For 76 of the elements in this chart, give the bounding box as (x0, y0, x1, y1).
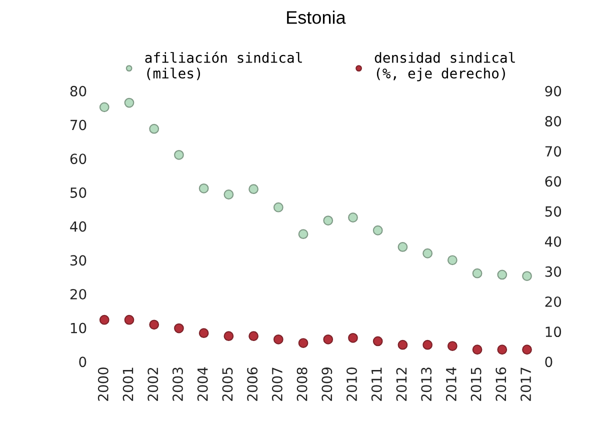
point (248, 184, 258, 194)
y2-tick-label: 70 (545, 146, 562, 157)
y-tick-label: 80 (70, 86, 86, 96)
point (198, 183, 209, 194)
point (348, 212, 358, 222)
x-tick-label: 2006 (247, 367, 258, 401)
point (497, 270, 508, 280)
x-tick-label: 2008 (296, 367, 308, 401)
x-tick-label: 2004 (197, 367, 208, 401)
y2-tick-label: 60 (545, 176, 562, 187)
point (99, 314, 110, 325)
point (224, 190, 234, 200)
point (323, 334, 334, 344)
point (447, 341, 458, 351)
point (124, 314, 134, 325)
point (298, 229, 308, 240)
x-tick-label: 2002 (148, 368, 158, 401)
y2-tick-label: 0 (545, 356, 552, 368)
point (149, 124, 160, 134)
point (348, 332, 358, 343)
y-tick-label: 0 (79, 356, 86, 368)
y2-tick-label: 20 (545, 296, 562, 307)
x-tick-label: 2014 (446, 367, 456, 401)
y2-tick-label: 10 (546, 326, 562, 338)
x-tick-label: 2007 (272, 368, 282, 401)
x-tick-label: 2013 (421, 368, 432, 401)
y2-tick-label: 90 (545, 86, 562, 96)
point (124, 98, 134, 108)
point (174, 323, 184, 334)
x-tick-label: 2005 (222, 368, 233, 401)
y-tick-label: 40 (70, 221, 86, 232)
point (522, 271, 532, 281)
point (273, 202, 284, 212)
x-tick-label: 2000 (98, 367, 108, 401)
point (472, 268, 482, 278)
point (99, 102, 110, 112)
y2-tick-label: 80 (545, 116, 562, 126)
x-tick-label: 2011 (371, 368, 382, 401)
x-tick-label: 2010 (346, 367, 358, 401)
point (174, 150, 184, 160)
point (422, 248, 433, 258)
legend-label: afiliación sindical (miles) (145, 52, 302, 80)
point (149, 320, 160, 330)
x-tick-label: 2015 (470, 368, 482, 401)
point (522, 344, 532, 355)
point (398, 340, 408, 350)
y-tick-label: 20 (70, 288, 86, 300)
y2-tick-label: 40 (544, 236, 562, 247)
point (372, 336, 383, 346)
point (422, 340, 433, 350)
point (447, 255, 458, 266)
x-tick-label: 2001 (122, 368, 134, 401)
point (323, 216, 334, 226)
x-tick-label: 2017 (520, 368, 532, 401)
point (198, 328, 209, 338)
x-tick-label: 2012 (396, 368, 407, 401)
point (224, 331, 234, 342)
y-tick-label: 60 (70, 154, 86, 164)
y-tick-label: 50 (70, 187, 86, 198)
point (372, 225, 383, 236)
y2-tick-label: 30 (545, 266, 562, 277)
point (497, 344, 508, 355)
y2-tick-label: 50 (545, 206, 562, 217)
x-tick-label: 2016 (496, 367, 506, 401)
y-tick-label: 70 (70, 120, 86, 130)
y-tick-label: 10 (70, 322, 86, 334)
legend-label: densidad sindical (%, eje derecho) (374, 52, 515, 82)
chart-title: Estonia (287, 10, 346, 24)
point (273, 334, 284, 344)
x-tick-label: 2003 (172, 368, 183, 401)
x-tick-label: 2009 (322, 368, 332, 401)
point (298, 338, 308, 348)
point (472, 344, 482, 355)
point (398, 242, 408, 252)
point (248, 331, 258, 342)
y-tick-label: 30 (70, 255, 86, 266)
